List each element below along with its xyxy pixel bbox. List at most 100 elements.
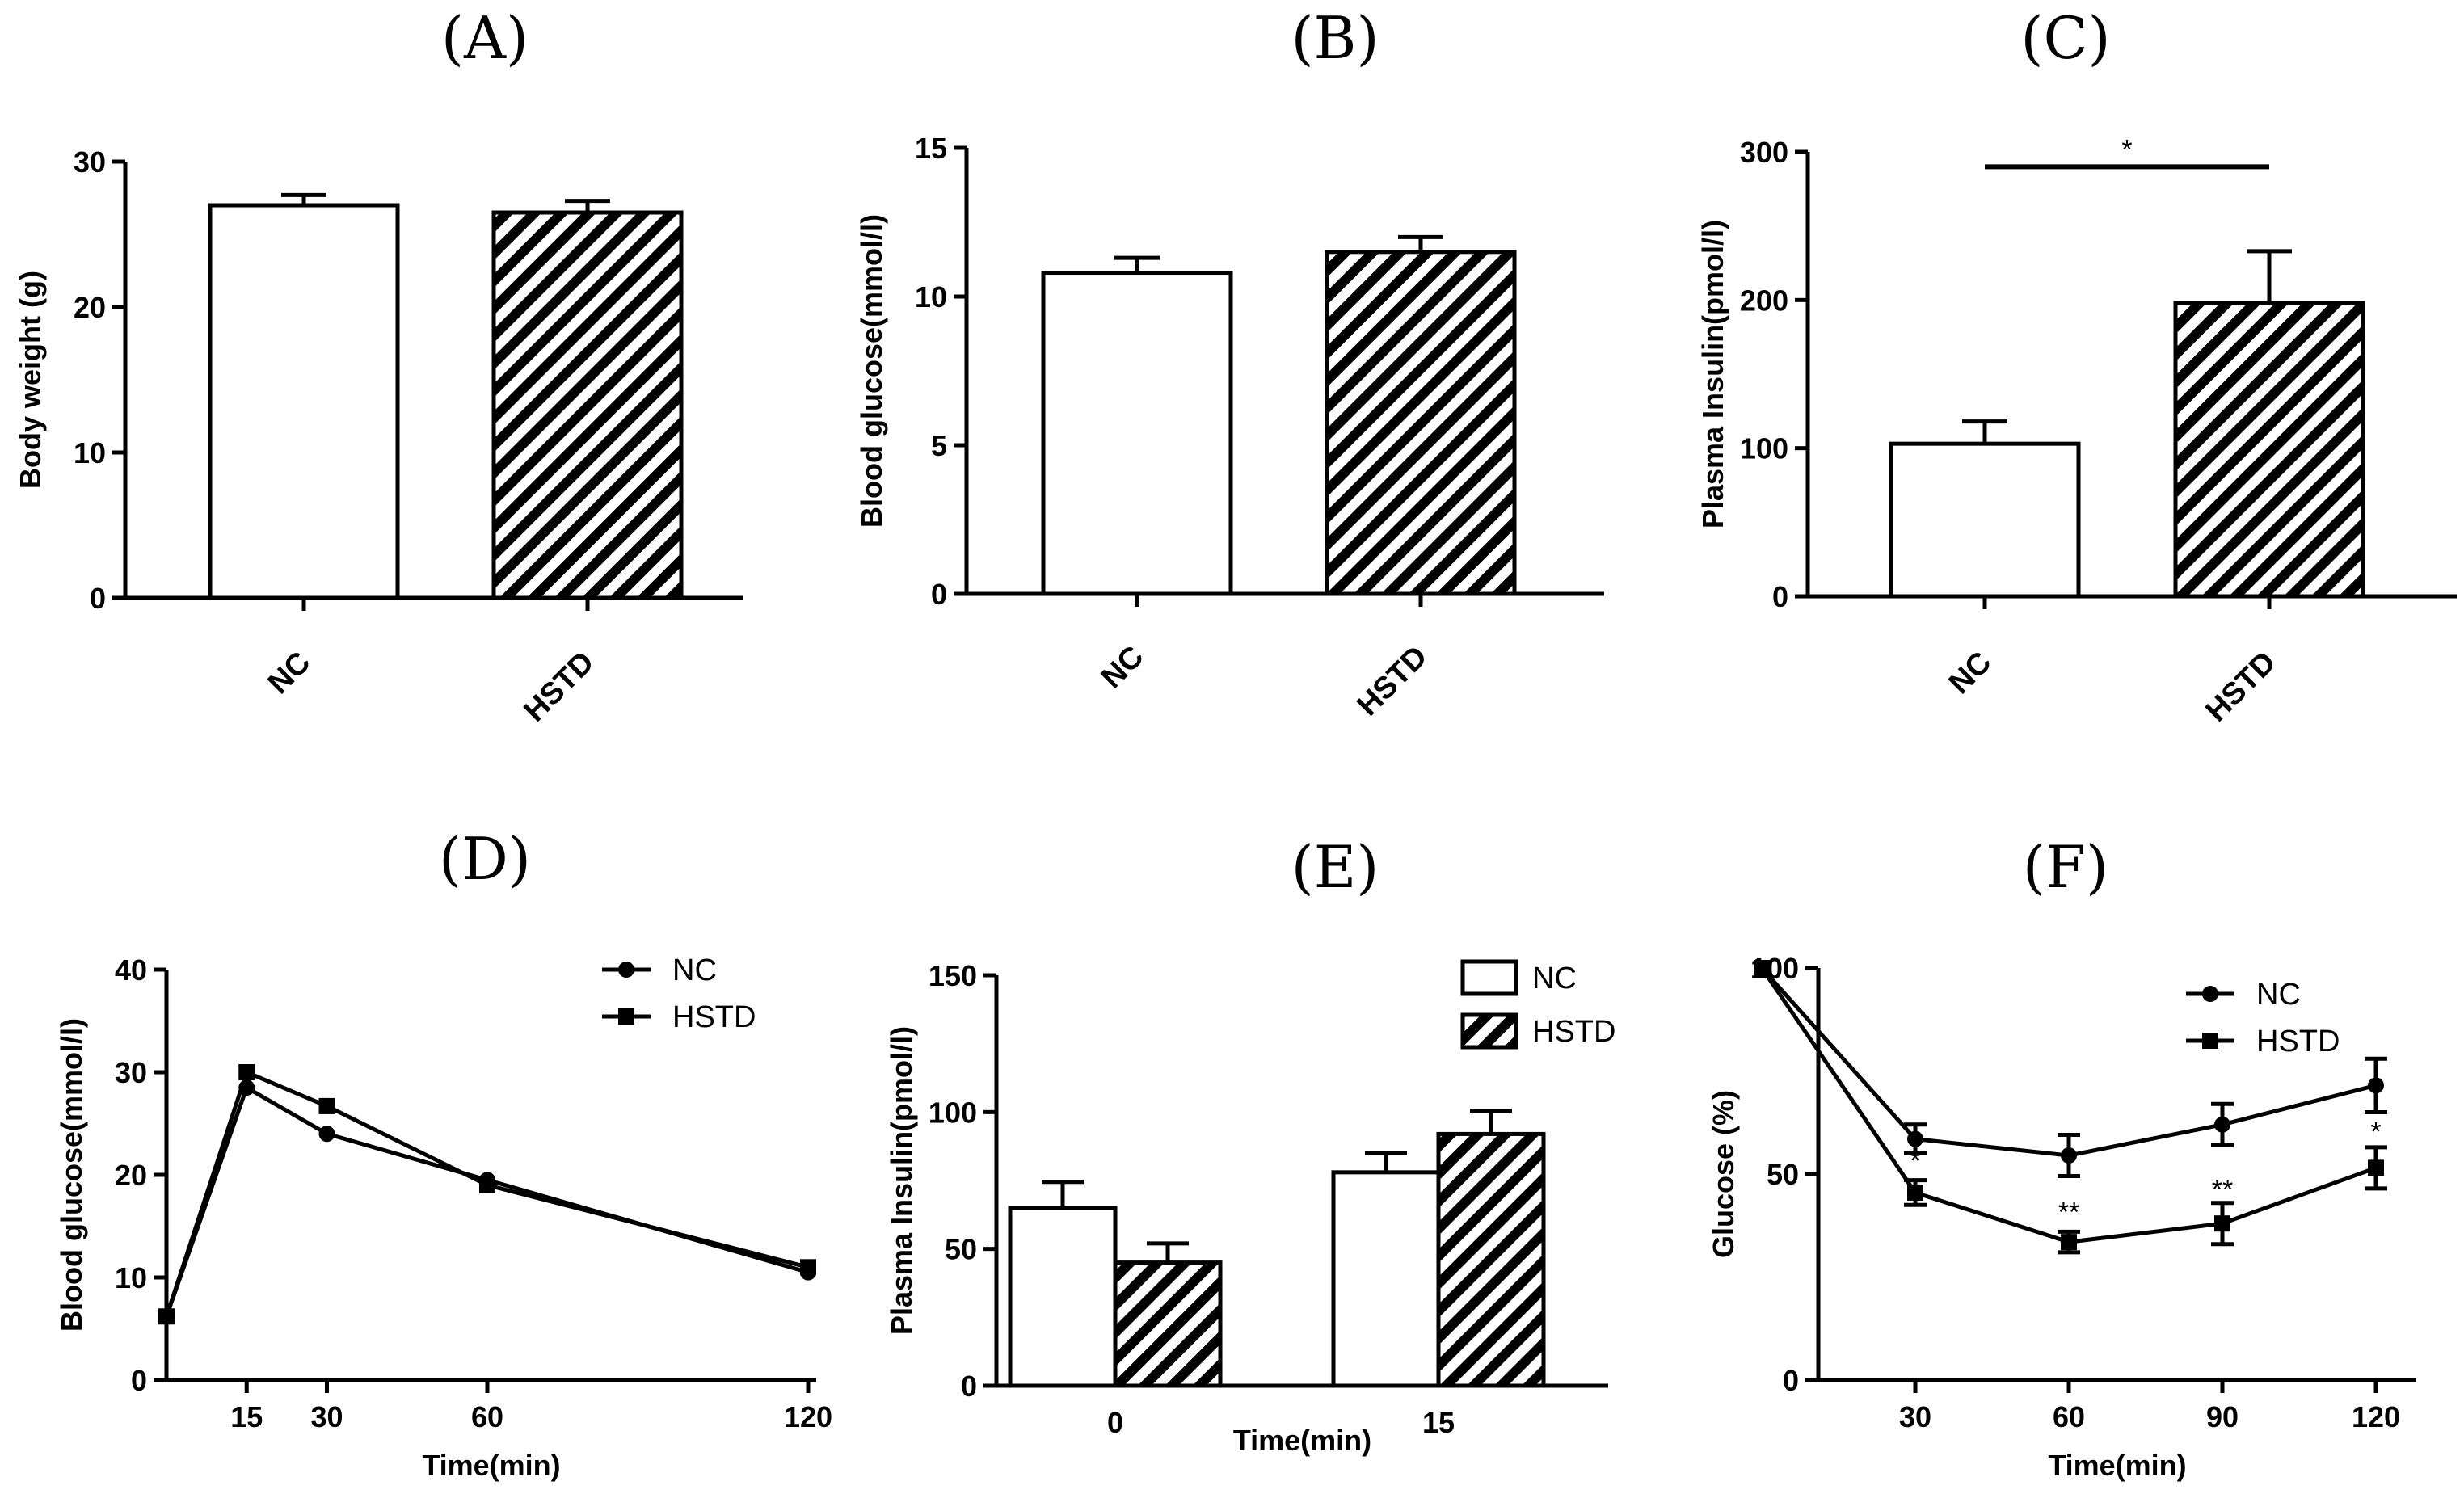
legend-label: HSTD — [1532, 1015, 1615, 1049]
y-axis-title: Plasma Insulin(pmol/l) — [885, 1026, 918, 1335]
x-tick-label: 60 — [471, 1400, 503, 1433]
x-category-label: NC — [1943, 646, 1999, 701]
y-tick-label: 150 — [929, 959, 977, 992]
y-tick-label: 0 — [90, 582, 106, 615]
y-tick-label: 30 — [74, 145, 106, 179]
series-line-hstd — [164, 1069, 809, 1318]
legend-marker — [2202, 986, 2218, 1002]
legend-swatch — [1460, 959, 1518, 996]
bar-nc — [1008, 1206, 1118, 1388]
data-point-hstd — [318, 1097, 335, 1114]
panel-letter: (F) — [2023, 833, 2108, 901]
x-axis-title: Time(min) — [1233, 1424, 1371, 1457]
panel-e: (E) 0 50 100 150 Plasma Insulin(pmol/l) 0 15 Tim… — [885, 833, 1615, 1457]
x-tick-label: 60 — [2053, 1400, 2085, 1433]
significance-star: * — [2370, 1117, 2381, 1147]
bar-nc — [208, 203, 400, 600]
x-tick-label: 90 — [2206, 1400, 2239, 1433]
panel-a: (A) 0 10 20 30 Body weight (g) NC HSTD — [14, 4, 743, 729]
data-point-nc — [1907, 1130, 1923, 1147]
significance-star: * — [1910, 1146, 1920, 1176]
x-category-label: HSTD — [1351, 640, 1434, 723]
legend-marker — [2202, 1033, 2218, 1049]
x-category-label: NC — [1095, 640, 1151, 696]
y-tick-label: 30 — [115, 1056, 147, 1089]
data-point-hstd — [158, 1308, 175, 1325]
bar-hstd — [491, 210, 684, 600]
y-tick-label: 15 — [915, 132, 947, 165]
y-tick-label: 0 — [131, 1364, 147, 1397]
x-category-label: NC — [262, 646, 318, 701]
y-tick-label: 0 — [931, 578, 947, 611]
data-point-nc — [2061, 1147, 2077, 1164]
y-tick-label: 20 — [115, 1159, 147, 1192]
panel-letter: (A) — [441, 4, 529, 72]
panel-c: (C) 0 100 200 300 Plasma Insulin(pmol/l) NC HST… — [1696, 4, 2457, 729]
y-tick-label: 40 — [115, 953, 147, 987]
x-category-label: HSTD — [2200, 646, 2283, 729]
bar-hstd — [1325, 250, 1517, 596]
bar-hstd — [1113, 1260, 1223, 1388]
data-point-hstd — [238, 1064, 255, 1080]
x-tick-label: 30 — [1899, 1400, 1931, 1433]
y-tick-label: 10 — [74, 436, 106, 469]
significance-star: * — [2121, 134, 2132, 165]
y-tick-label: 200 — [1740, 284, 1788, 317]
x-tick-label: 15 — [230, 1400, 263, 1433]
data-point-hstd — [800, 1259, 816, 1276]
panel-letter: (B) — [1291, 4, 1379, 72]
bar-hstd — [2173, 301, 2365, 599]
legend-marker — [618, 962, 634, 978]
data-point-nc — [2368, 1077, 2384, 1094]
panel-d: (D) 0 10 20 30 40 Blood glucose(mmol/l) 15 30 60 1… — [55, 825, 832, 1482]
x-axis-title: Time(min) — [2048, 1449, 2186, 1482]
y-tick-label: 10 — [115, 1261, 147, 1294]
legend-label: NC — [1532, 962, 1577, 995]
y-tick-label: 100 — [929, 1096, 977, 1129]
y-tick-label: 10 — [915, 280, 947, 314]
panel-letter: (C) — [2020, 4, 2110, 72]
x-tick-label: 0 — [1107, 1406, 1123, 1439]
legend-label: NC — [2256, 978, 2301, 1012]
y-tick-label: 5 — [931, 429, 947, 462]
significance-star: ** — [2058, 1197, 2079, 1228]
y-tick-label: 50 — [945, 1233, 977, 1266]
y-tick-label: 20 — [74, 291, 106, 324]
legend-label: HSTD — [672, 1000, 756, 1034]
panel-letter: (D) — [439, 825, 531, 893]
legend-label: NC — [672, 953, 717, 987]
y-axis-title: Plasma Insulin(pmol/l) — [1696, 220, 1729, 528]
panel-b: (B) 0 5 10 15 Blood glucose(mmol/l) NC HSTD — [855, 4, 1604, 723]
legend-marker — [618, 1008, 634, 1025]
y-tick-label: 0 — [1772, 580, 1788, 613]
series-line-nc — [164, 1084, 809, 1318]
y-tick-label: 300 — [1740, 136, 1788, 169]
x-tick-label: 30 — [310, 1400, 343, 1433]
data-point-hstd — [479, 1176, 495, 1193]
data-point-hstd — [2368, 1159, 2384, 1176]
data-point-nc — [318, 1126, 335, 1143]
data-point-hstd — [2061, 1234, 2077, 1251]
y-tick-label: 0 — [1783, 1364, 1799, 1397]
y-axis-title: Blood glucose(mmol/l) — [855, 214, 888, 528]
bar-hstd — [1436, 1131, 1546, 1388]
legend-label: HSTD — [2256, 1025, 2340, 1058]
bar-nc — [1889, 441, 2081, 599]
data-point-hstd — [1907, 1184, 1923, 1201]
x-category-label: HSTD — [518, 646, 601, 729]
legend-swatch — [1460, 1012, 1518, 1050]
x-tick-label: 120 — [784, 1400, 832, 1433]
bar-nc — [1331, 1170, 1441, 1388]
y-axis-title: Body weight (g) — [14, 271, 47, 489]
y-tick-label: 100 — [1740, 432, 1788, 465]
y-tick-label: 50 — [1767, 1158, 1799, 1191]
y-tick-label: 0 — [961, 1370, 977, 1403]
data-point-nc — [2214, 1116, 2230, 1133]
x-tick-label: 15 — [1422, 1406, 1455, 1439]
data-point-hstd — [1754, 960, 1770, 976]
y-axis-title: Glucose (%) — [1707, 1090, 1740, 1258]
panel-letter: (E) — [1291, 833, 1379, 901]
bar-nc — [1041, 271, 1233, 596]
